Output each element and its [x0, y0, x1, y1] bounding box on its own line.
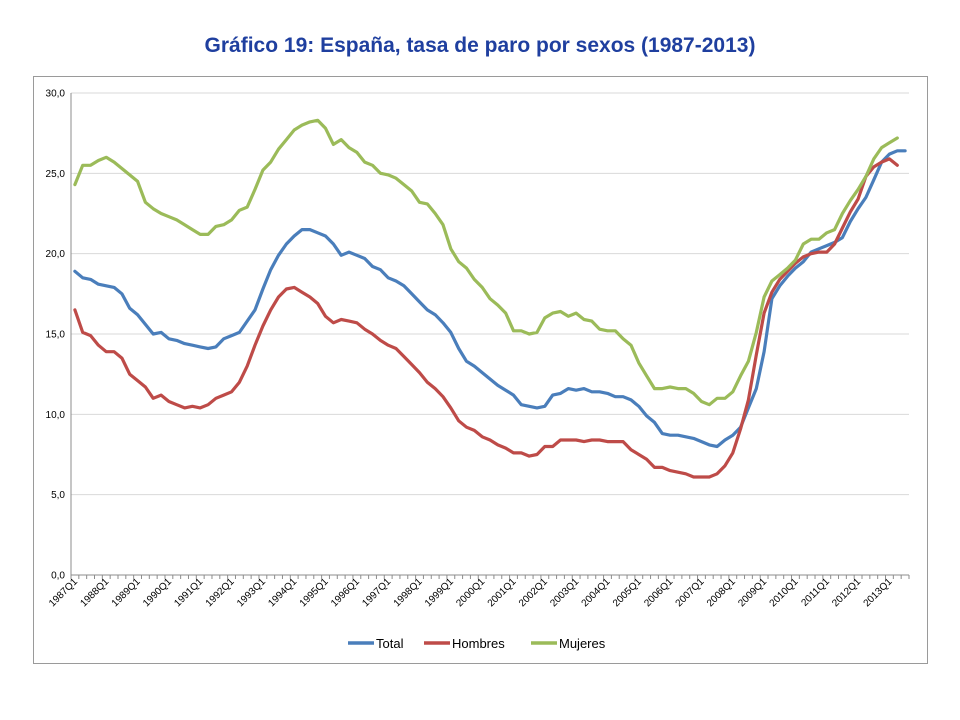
y-tick-label: 20,0 [46, 249, 66, 260]
x-tick-label: 2005Q1 [611, 576, 644, 609]
series-line-total [73, 149, 907, 449]
chart-title: Gráfico 19: España, tasa de paro por sex… [204, 34, 756, 57]
x-tick-label: 2009Q1 [736, 576, 769, 609]
y-tick-label: 10,0 [46, 410, 66, 421]
x-tick-label: 1989Q1 [110, 576, 143, 609]
y-tick-label: 5,0 [51, 490, 65, 501]
gridlines [71, 92, 909, 496]
series-lines [73, 118, 907, 479]
x-tick-label: 2012Q1 [830, 576, 863, 609]
legend-label-total: Total [376, 636, 404, 651]
x-tick-label: 1992Q1 [204, 576, 237, 609]
x-tick-label: 1998Q1 [392, 576, 425, 609]
x-tick-label: 1988Q1 [78, 576, 111, 609]
x-tick-label: 2003Q1 [548, 576, 581, 609]
x-tick-label: 1993Q1 [235, 576, 268, 609]
y-tick-label: 0,0 [51, 571, 65, 582]
x-tick-label: 1995Q1 [298, 576, 331, 609]
y-tick-label: 25,0 [46, 169, 66, 180]
x-tick-label: 1996Q1 [329, 576, 362, 609]
x-tick-label: 2001Q1 [486, 576, 519, 609]
y-tick-label: 30,0 [46, 89, 66, 100]
x-tick-label: 2002Q1 [517, 576, 550, 609]
x-tick-label: 1997Q1 [360, 576, 393, 609]
axes: 0,05,010,015,020,025,030,01987Q11988Q119… [46, 89, 910, 609]
x-tick-label: 2007Q1 [674, 576, 707, 609]
series-line-mujeres [73, 118, 899, 407]
x-tick-label: 2000Q1 [454, 576, 487, 609]
legend-label-mujeres: Mujeres [559, 636, 606, 651]
legend: Total Hombres Mujeres [348, 636, 606, 651]
x-tick-label: 2013Q1 [862, 576, 895, 609]
series-line-hombres [73, 157, 899, 479]
x-tick-label: 1990Q1 [141, 576, 174, 609]
legend-label-hombres: Hombres [452, 636, 505, 651]
x-tick-label: 2011Q1 [799, 576, 832, 609]
y-tick-label: 15,0 [46, 330, 66, 341]
x-tick-label: 2010Q1 [768, 576, 801, 609]
x-tick-label: 2006Q1 [642, 576, 675, 609]
x-tick-label: 2004Q1 [580, 576, 613, 609]
x-tick-label: 1991Q1 [172, 576, 205, 609]
x-tick-label: 2008Q1 [705, 576, 738, 609]
x-tick-label: 1999Q1 [423, 576, 456, 609]
x-tick-label: 1994Q1 [266, 576, 299, 609]
